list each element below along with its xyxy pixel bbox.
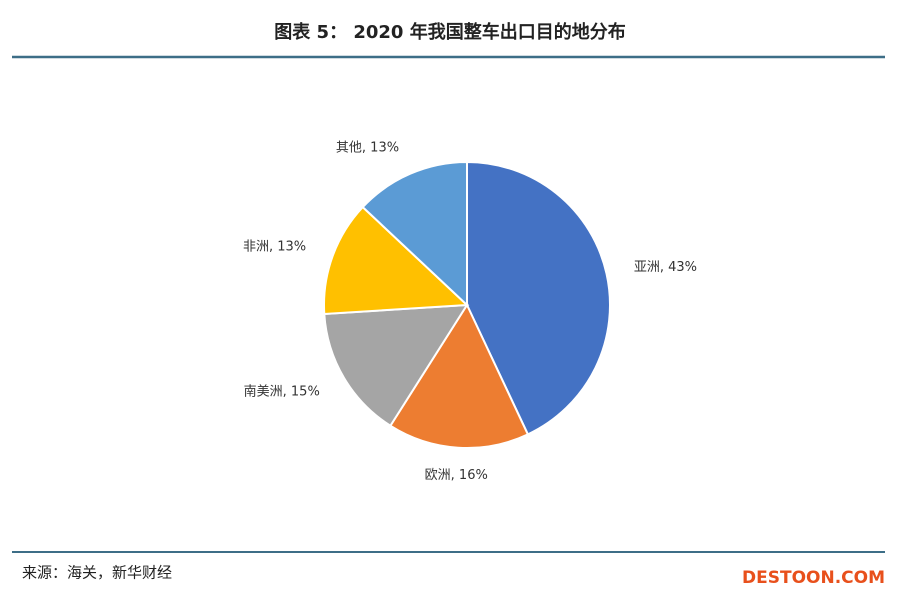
data-label: 亚洲, 43% — [634, 260, 697, 275]
pie-slice — [323, 303, 469, 428]
data-label: 其他, 13% — [336, 141, 399, 156]
pie-slice — [361, 160, 468, 308]
watermark: DESTOON.COM — [742, 568, 885, 588]
source: 来源：海关，新华财经 — [22, 564, 172, 582]
pie: 亚洲, 43% 欧洲, 16% 南美洲, 15% 非洲, 13% 其他, 13% — [243, 141, 697, 484]
pie-slice — [388, 302, 530, 449]
pie-slice — [466, 160, 611, 436]
data-label: 非洲, 13% — [243, 240, 306, 255]
pie-slice — [323, 205, 470, 316]
data-label: 南美洲, 15% — [244, 384, 320, 400]
data-label: 欧洲, 16% — [425, 468, 488, 483]
chart-title: 图表 5： 2020 年我国整车出口目的地分布 — [274, 21, 625, 43]
